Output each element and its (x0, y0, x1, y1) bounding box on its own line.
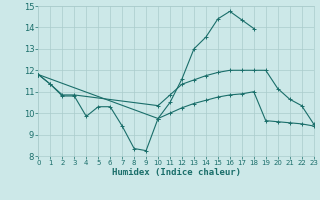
X-axis label: Humidex (Indice chaleur): Humidex (Indice chaleur) (111, 168, 241, 177)
